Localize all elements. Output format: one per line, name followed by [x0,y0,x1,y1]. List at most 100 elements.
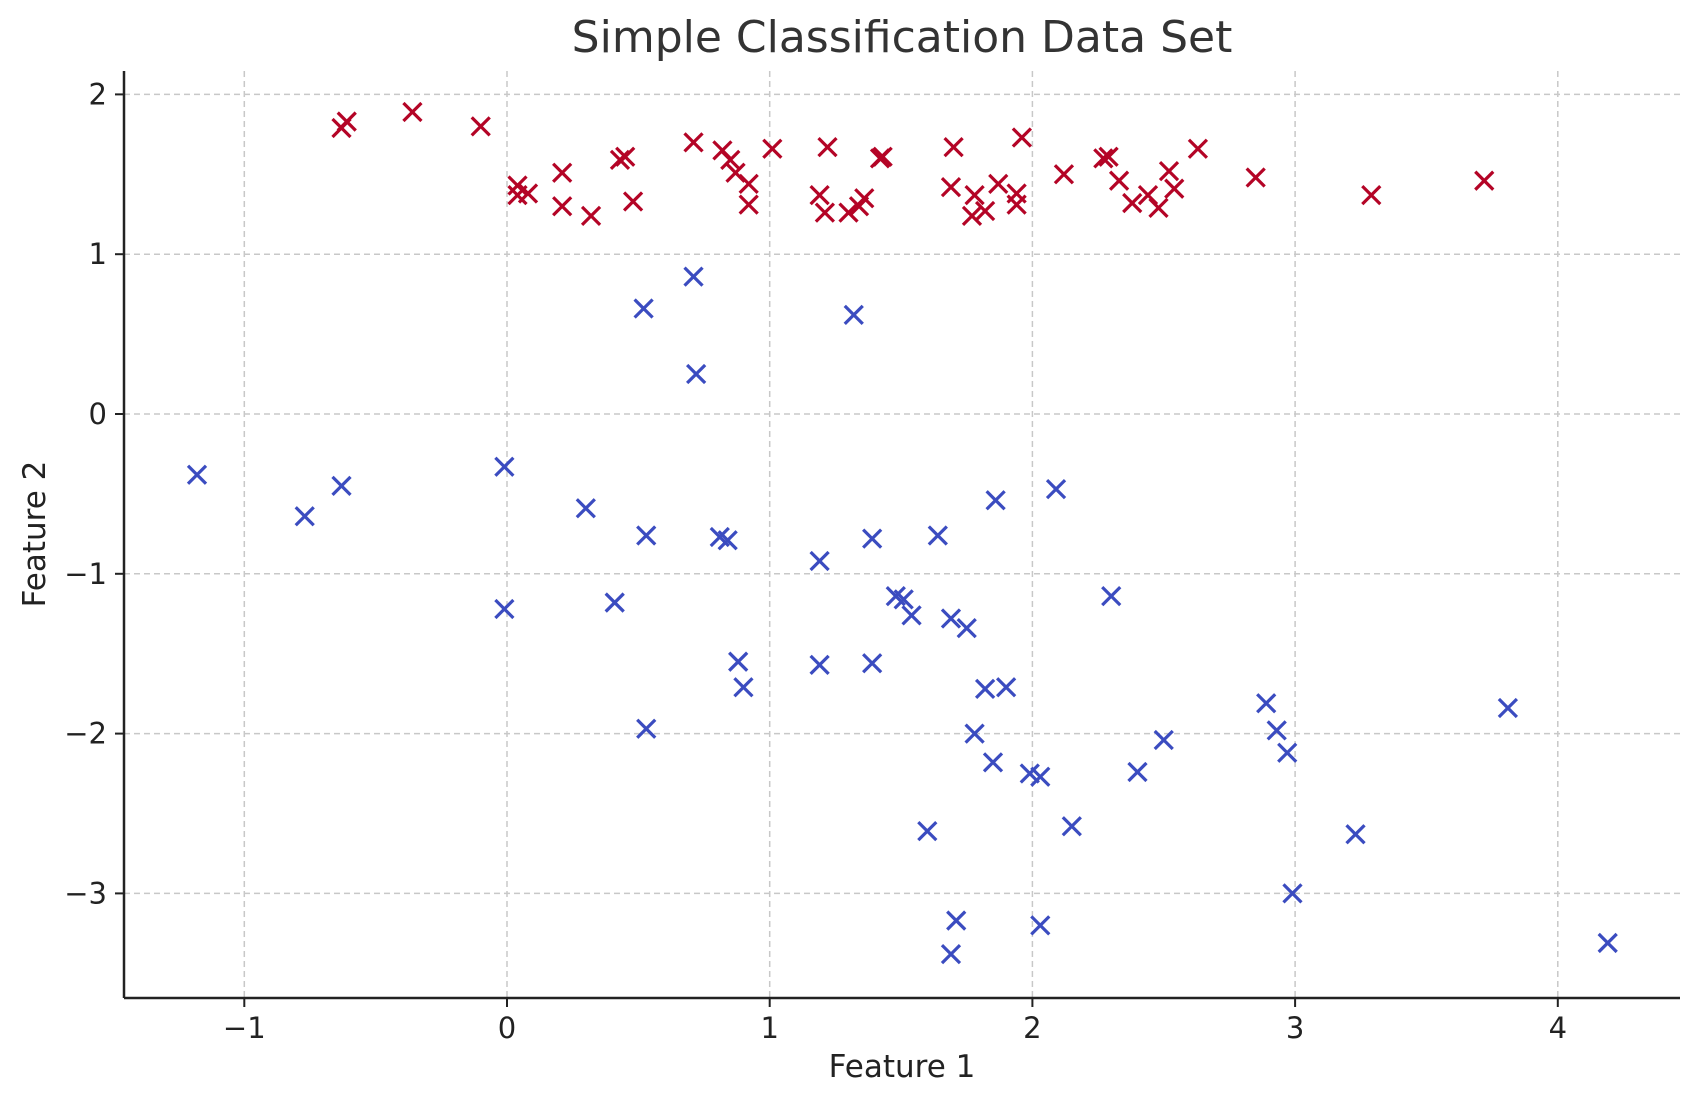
x-tick-label: 2 [1023,1011,1041,1045]
data-point [1277,742,1298,763]
data-point [507,175,528,196]
data-point [872,146,893,167]
data-point [686,363,707,385]
data-point [988,173,1009,195]
data-point [738,173,759,195]
data-point [974,678,996,699]
data-point [738,194,759,215]
data-point [940,176,962,198]
data-point [636,525,657,546]
data-point [901,605,922,626]
data-point [1030,766,1051,787]
x-tick-label: 3 [1286,1011,1304,1045]
data-point [402,101,423,123]
data-point [733,677,754,698]
data-point [1108,170,1130,191]
y-tick-label: −3 [64,876,107,910]
data-point [580,205,602,226]
data-point [964,184,985,206]
data-point [1597,932,1618,954]
data-point [1153,729,1174,751]
data-point [862,528,883,549]
data-point [1006,194,1027,215]
data-point [1266,720,1287,741]
data-point [1187,138,1209,159]
tick-layer: −1 0 1 2 3 4 −3 −2 −1 0 1 2 [64,77,1567,1045]
y-tick-label: 2 [89,77,107,111]
data-point [1245,167,1266,188]
data-point [717,530,738,551]
data-point [1345,824,1366,845]
data-point [862,653,883,674]
data-point [622,191,644,212]
marker-layer [186,101,1618,965]
data-point [843,304,864,326]
x-tick-label: 4 [1549,1011,1567,1045]
data-point [1061,816,1082,837]
chart-title: Simple Classification Data Set [572,12,1233,63]
data-point [964,723,985,744]
data-point [636,718,657,739]
y-axis-label: Feature 2 [17,461,53,608]
data-point [1497,697,1519,719]
data-point [1282,883,1303,904]
x-tick-label: −1 [223,1011,266,1045]
y-tick-label: 1 [89,237,107,271]
data-point [917,820,938,842]
data-point [1256,693,1277,714]
data-point [683,132,704,153]
data-point [943,137,964,158]
data-point [1164,178,1185,199]
y-tick-label: −1 [64,557,107,591]
data-point [1122,192,1143,214]
data-point [575,498,596,519]
data-point [494,456,515,477]
data-point [809,654,830,676]
data-point [854,188,875,209]
data-point [1093,148,1114,169]
data-point [470,116,491,137]
data-point [1361,184,1382,206]
data-point [517,183,539,204]
x-tick-label: 0 [498,1011,516,1045]
data-point [494,598,515,620]
data-point [940,608,962,629]
data-point [331,475,352,497]
data-point [985,490,1006,511]
data-point [552,162,573,183]
x-axis-label: Feature 1 [829,1049,976,1085]
data-point [1101,586,1122,607]
data-point [1011,127,1033,148]
grid-layer [124,71,1680,998]
data-point [1474,170,1495,191]
data-point [974,200,996,222]
data-point [1127,761,1148,783]
data-point [1148,197,1169,218]
data-point [683,266,704,287]
data-point [762,138,783,159]
data-point [1030,915,1051,936]
data-point [552,196,573,217]
data-point [809,550,830,572]
data-point [995,677,1017,698]
data-point [946,910,967,931]
data-point [186,464,208,485]
data-point [961,205,983,226]
data-point [809,184,830,206]
data-point [728,651,749,672]
data-point [633,298,654,319]
data-point [615,146,636,167]
data-point [817,137,838,158]
data-point [1137,184,1159,206]
data-point [814,202,835,223]
data-point [982,752,1004,773]
data-point [604,592,625,613]
data-point [838,202,859,223]
data-point [1158,160,1180,182]
data-point [1098,146,1119,167]
data-point [940,943,962,965]
data-point [294,506,315,527]
data-point [720,149,741,171]
data-point [1045,478,1067,500]
